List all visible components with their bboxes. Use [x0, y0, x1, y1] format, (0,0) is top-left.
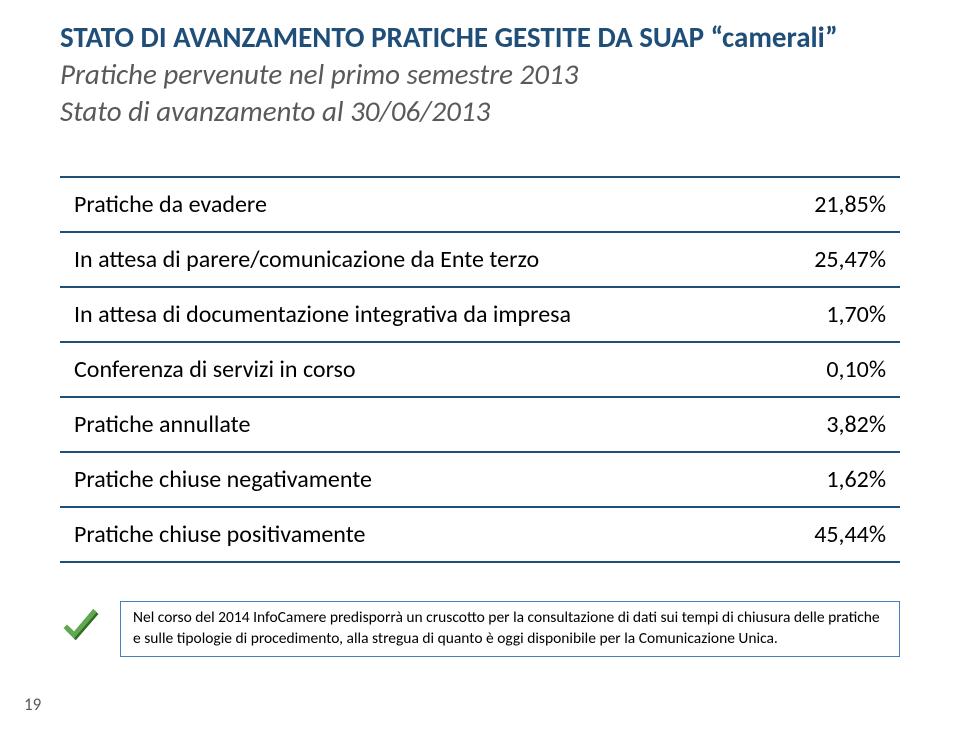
row-value: 45,44% — [732, 507, 900, 562]
row-value: 1,70% — [732, 287, 900, 342]
table-row: Pratiche da evadere 21,85% — [60, 177, 900, 232]
row-label: In attesa di parere/comunicazione da Ent… — [60, 232, 732, 287]
table-row: In attesa di parere/comunicazione da Ent… — [60, 232, 900, 287]
title-subtitle-2: Stato di avanzamento al 30/06/2013 — [60, 94, 900, 129]
row-label: Pratiche chiuse negativamente — [60, 452, 732, 507]
slide-root: STATO DI AVANZAMENTO PRATICHE GESTITE DA… — [0, 0, 960, 733]
row-value: 21,85% — [732, 177, 900, 232]
page-number: 19 — [24, 694, 41, 715]
table-row: Pratiche chiuse negativamente 1,62% — [60, 452, 900, 507]
row-label: Conferenza di servizi in corso — [60, 342, 732, 397]
row-label: Pratiche da evadere — [60, 177, 732, 232]
row-label: In attesa di documentazione integrativa … — [60, 287, 732, 342]
row-label: Pratiche chiuse positivamente — [60, 507, 732, 562]
row-value: 0,10% — [732, 342, 900, 397]
table-row: In attesa di documentazione integrativa … — [60, 287, 900, 342]
status-table: Pratiche da evadere 21,85% In attesa di … — [60, 176, 900, 563]
callout-box: Nel corso del 2014 InfoCamere predisporr… — [120, 601, 900, 657]
row-value: 1,62% — [732, 452, 900, 507]
table-row: Pratiche chiuse positivamente 45,44% — [60, 507, 900, 562]
callout-row: Nel corso del 2014 InfoCamere predisporr… — [60, 601, 900, 657]
table-row: Pratiche annullate 3,82% — [60, 397, 900, 452]
title-main: STATO DI AVANZAMENTO PRATICHE GESTITE DA… — [60, 20, 900, 55]
title-subtitle-1: Pratiche pervenute nel primo semestre 20… — [60, 57, 900, 92]
row-value: 3,82% — [732, 397, 900, 452]
checkmark-icon — [60, 607, 102, 649]
callout-text: Nel corso del 2014 InfoCamere predisporr… — [133, 608, 880, 648]
row-value: 25,47% — [732, 232, 900, 287]
status-table-body: Pratiche da evadere 21,85% In attesa di … — [60, 177, 900, 562]
row-label: Pratiche annullate — [60, 397, 732, 452]
table-row: Conferenza di servizi in corso 0,10% — [60, 342, 900, 397]
